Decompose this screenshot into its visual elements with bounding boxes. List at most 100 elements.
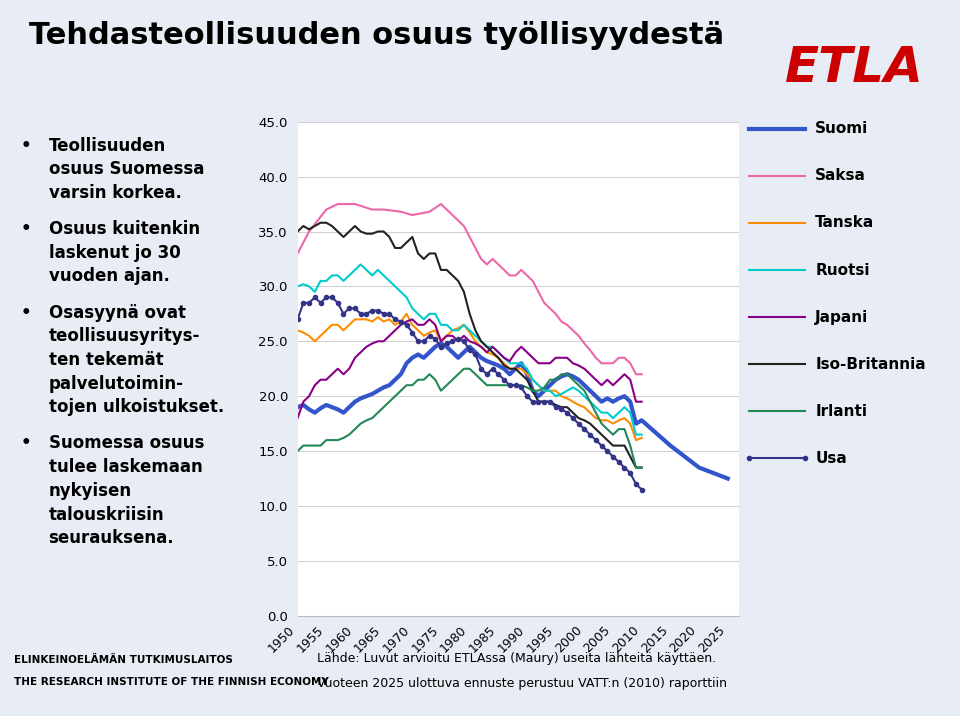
Japani [636,397,647,406]
Suomi [498,364,510,373]
Text: Tanska: Tanska [815,216,875,231]
Suomi [475,354,487,362]
Tanska [418,332,429,340]
Text: talouskriisin: talouskriisin [49,505,164,523]
Ruotsi [636,430,647,439]
Text: Iso-Britannia: Iso-Britannia [815,357,926,372]
Iso-Britannia [481,342,492,351]
Usa [378,309,390,318]
Saksa [464,233,475,241]
Irlanti [596,420,608,428]
Saksa [406,211,418,219]
Text: teollisuusyritys-: teollisuusyritys- [49,327,200,345]
Tanska [361,315,372,324]
Irlanti [481,381,492,390]
Suomi [527,387,539,395]
Japani [361,342,372,351]
Line: Usa: Usa [296,295,644,492]
Saksa [624,359,636,367]
Text: Tehdasteollisuuden osuus työllisyydestä: Tehdasteollisuuden osuus työllisyydestä [29,21,724,51]
Text: THE RESEARCH INSTITUTE OF THE FINNISH ECONOMY: THE RESEARCH INSTITUTE OF THE FINNISH EC… [14,677,329,687]
Text: Ruotsi: Ruotsi [815,263,870,278]
Text: vuoden ajan.: vuoden ajan. [49,268,170,286]
Text: Saksa: Saksa [815,168,866,183]
Saksa [585,346,596,354]
Irlanti [372,408,384,417]
Saksa [527,276,539,285]
Usa [481,370,492,379]
Text: Osuus kuitenkin: Osuus kuitenkin [49,220,200,238]
Saksa [378,205,390,214]
Text: osuus Suomessa: osuus Suomessa [49,160,204,178]
Saksa [469,243,481,252]
Saksa [492,260,504,268]
Iso-Britannia [630,463,641,472]
Text: Vuoteen 2025 ulottuva ennuste perustuu VATT:n (2010) raporttiin: Vuoteen 2025 ulottuva ennuste perustuu V… [317,677,727,690]
Iso-Britannia [504,364,516,373]
Line: Japani: Japani [298,319,641,418]
Usa [367,306,378,315]
Saksa [619,354,631,362]
Usa [309,293,321,301]
Ruotsi [418,315,429,324]
Tanska [596,416,608,425]
Saksa [533,288,544,296]
Irlanti [292,447,303,455]
Text: ELINKEINOELÄMÄN TUTKIMUSLAITOS: ELINKEINOELÄMÄN TUTKIMUSLAITOS [14,655,233,665]
Ruotsi [378,271,390,280]
Line: Ruotsi: Ruotsi [298,264,641,435]
Suomi [435,339,446,348]
Text: Irlanti: Irlanti [815,404,867,419]
Japani [372,337,384,346]
Saksa [321,205,332,214]
Ruotsi [367,271,378,280]
Text: •: • [21,435,32,453]
Japani [418,321,429,329]
Saksa [539,299,550,307]
Text: •: • [21,220,32,238]
Usa [504,381,516,390]
Tanska [372,313,384,321]
Tanska [630,436,641,445]
Iso-Britannia [367,229,378,238]
Suomi [446,348,458,357]
Iso-Britannia [636,463,647,472]
Text: palvelutoimin-: palvelutoimin- [49,374,183,392]
Japani [481,348,492,357]
Saksa [332,200,344,208]
Text: Lähde: Luvut arvioitu ETLAssa (Maury) useita lähteitä käyttäen.: Lähde: Luvut arvioitu ETLAssa (Maury) us… [317,652,716,664]
Saksa [510,271,521,280]
Text: tulee laskemaan: tulee laskemaan [49,458,203,476]
Line: Iso-Britannia: Iso-Britannia [298,223,641,468]
Saksa [521,271,533,280]
Text: •: • [21,137,32,155]
Saksa [452,216,464,225]
Text: tojen ulkoistukset.: tojen ulkoistukset. [49,398,224,417]
Suomi [292,403,303,412]
Irlanti [504,381,516,390]
Text: Usa: Usa [815,451,847,465]
Iso-Britannia [596,430,608,439]
Usa [636,485,647,494]
Saksa [608,359,619,367]
Usa [292,315,303,324]
Japani [292,414,303,422]
Tanska [401,309,413,318]
Saksa [590,354,602,362]
Ruotsi [630,430,641,439]
Line: Suomi: Suomi [298,344,728,478]
Saksa [602,359,613,367]
Saksa [516,266,527,274]
Saksa [544,304,556,313]
Line: Tanska: Tanska [298,314,641,440]
Saksa [349,200,361,208]
Usa [596,441,608,450]
Text: Teollisuuden: Teollisuuden [49,137,166,155]
Saksa [423,208,435,216]
Iso-Britannia [315,218,326,227]
Irlanti [458,364,469,373]
Tanska [504,364,516,373]
Text: ETLA: ETLA [785,44,924,92]
Suomi [533,392,544,400]
Saksa [630,370,641,379]
